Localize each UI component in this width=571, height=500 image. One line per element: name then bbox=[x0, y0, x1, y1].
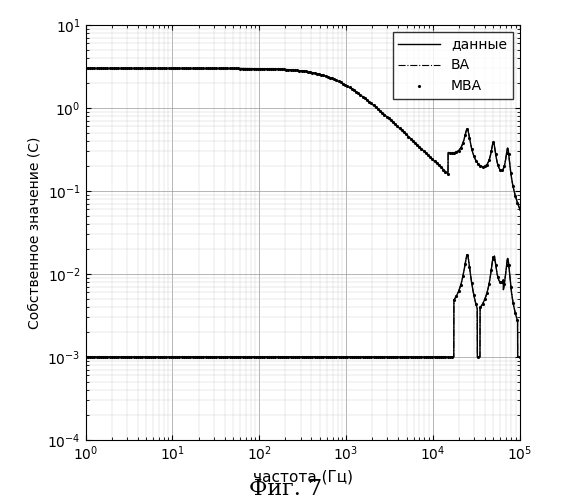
X-axis label: частота (Гц): частота (Гц) bbox=[252, 469, 353, 484]
Legend: данные, ВА, МВА: данные, ВА, МВА bbox=[393, 32, 513, 99]
ВА bbox=[132, 66, 139, 71]
ВА bbox=[158, 66, 164, 71]
ВА bbox=[267, 66, 274, 72]
МВА bbox=[82, 66, 89, 71]
МВА bbox=[494, 162, 501, 168]
Text: Фиг. 7: Фиг. 7 bbox=[249, 478, 322, 500]
данные bbox=[248, 66, 255, 71]
Line: ВА: ВА bbox=[86, 68, 520, 208]
МВА bbox=[163, 66, 170, 71]
данные bbox=[158, 66, 164, 71]
МВА bbox=[108, 66, 115, 71]
данные bbox=[508, 172, 514, 178]
ВА bbox=[516, 206, 523, 212]
МВА bbox=[516, 206, 523, 212]
ВА bbox=[508, 172, 514, 178]
ВА bbox=[248, 66, 255, 71]
ВА bbox=[82, 66, 89, 71]
Y-axis label: Собственное значение (С): Собственное значение (С) bbox=[28, 136, 42, 328]
МВА bbox=[100, 66, 107, 71]
данные bbox=[132, 66, 139, 71]
данные bbox=[267, 66, 274, 72]
данные bbox=[461, 136, 468, 141]
МВА bbox=[198, 66, 204, 71]
МВА bbox=[479, 164, 486, 170]
ВА bbox=[461, 136, 468, 141]
Line: МВА: МВА bbox=[84, 66, 521, 210]
Line: данные: данные bbox=[86, 68, 520, 208]
данные bbox=[516, 206, 523, 212]
данные bbox=[82, 66, 89, 71]
